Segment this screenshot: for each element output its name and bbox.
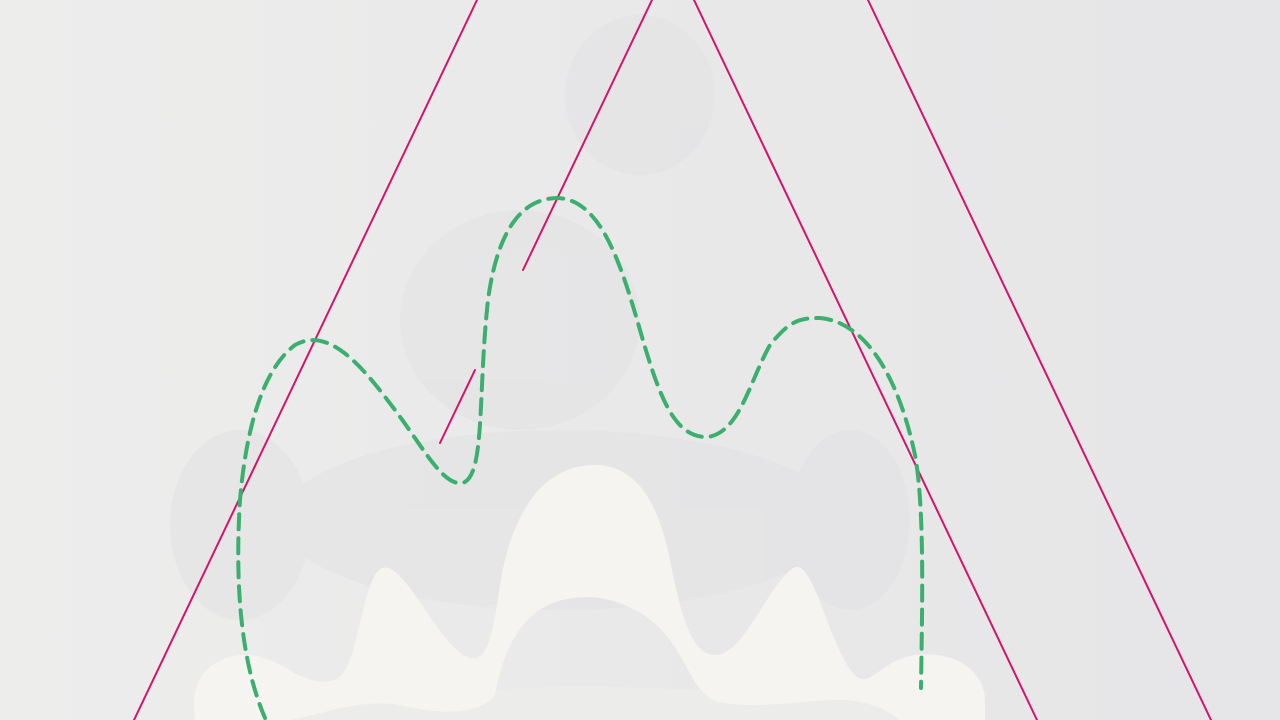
cloud-blob-center (400, 210, 640, 430)
magenta-line-far-right (867, 0, 1212, 720)
cloud-blob-right (790, 430, 910, 610)
magenta-line-center-lower (439, 369, 476, 444)
magenta-line-center-right (693, 0, 1038, 720)
cream-wavy-shape (190, 465, 985, 720)
magenta-guide-lines (133, 0, 1212, 720)
green-dashed-wavy-outline (236, 195, 925, 720)
magenta-line-center-upper (522, 0, 653, 271)
cloud-blob-top (565, 15, 715, 175)
cream-shape-main (193, 465, 985, 720)
magenta-line-left (133, 0, 478, 720)
